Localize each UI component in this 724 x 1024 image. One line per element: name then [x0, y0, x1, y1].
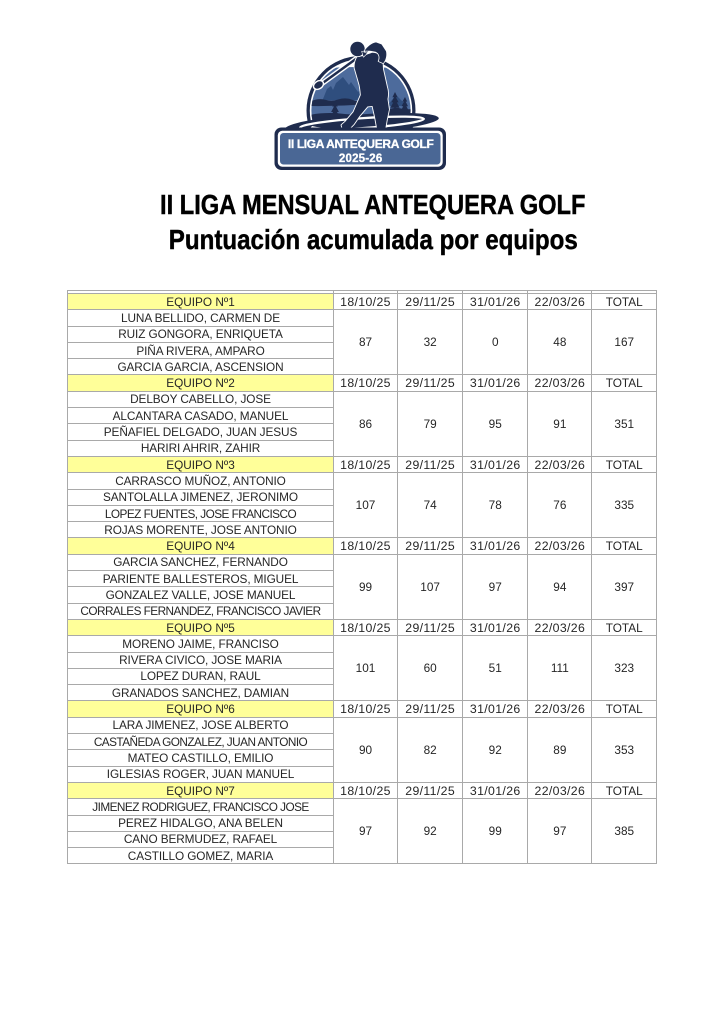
svg-text:II LIGA ANTEQUERA GOLF: II LIGA ANTEQUERA GOLF	[288, 137, 434, 151]
svg-text:2025-26: 2025-26	[339, 153, 383, 165]
